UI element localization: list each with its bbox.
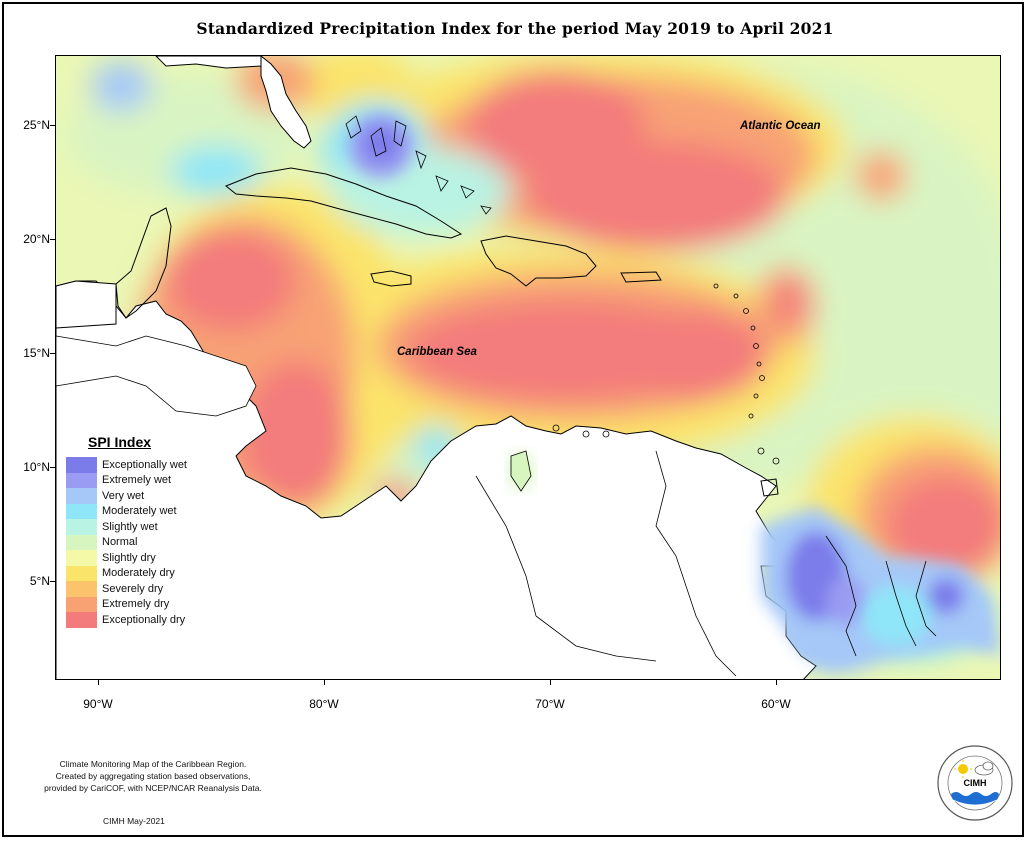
lat-tick-label: 10°N (23, 460, 50, 474)
legend-label: Extremely wet (102, 474, 172, 487)
lon-tick-mark (550, 680, 551, 685)
cimh-logo: CIMH (936, 744, 1014, 822)
legend-label: Normal (102, 536, 138, 549)
legend-item: Moderately dry (58, 565, 208, 581)
lat-tick-mark (50, 581, 55, 582)
lat-tick-mark (50, 239, 55, 240)
footer-line: Climate Monitoring Map of the Caribbean … (59, 759, 247, 769)
legend-item: Extremely wet (58, 472, 208, 488)
legend-item: Slightly wet (58, 519, 208, 535)
legend-label: Extremely dry (102, 598, 170, 611)
spi-map (55, 55, 1001, 680)
bahamas-islands (345, 115, 492, 215)
spi-map-canvas (56, 56, 1000, 679)
hispaniola-outline (480, 235, 597, 287)
legend-label: Moderately wet (102, 505, 177, 518)
legend-swatch (66, 581, 97, 597)
lat-tick-label: 15°N (23, 346, 50, 360)
cloud-icon (974, 761, 994, 776)
legend-label: Exceptionally wet (102, 458, 187, 471)
guiana-borders (475, 450, 937, 677)
legend-label: Slightly wet (102, 520, 158, 533)
legend-item: Slightly dry (58, 550, 208, 566)
lon-tick-label: 90°W (83, 697, 113, 711)
legend-swatch (66, 534, 97, 550)
lat-tick-mark (50, 467, 55, 468)
map-footer: Climate Monitoring Map of the Caribbean … (38, 758, 268, 794)
legend-title: SPI Index (88, 434, 152, 450)
lon-tick-mark (324, 680, 325, 685)
cimh-logo-graphic: CIMH (937, 745, 1013, 821)
legend-item: Severely dry (58, 581, 208, 597)
lon-tick-label: 60°W (761, 697, 791, 711)
legend-rows: Exceptionally wet Extremely wet Very wet Mo… (58, 457, 208, 628)
legend-label: Very wet (102, 489, 145, 502)
legend-swatch (66, 565, 97, 581)
legend-item: Exceptionally dry (58, 612, 208, 628)
legend-swatch (66, 457, 97, 473)
footer-date: CIMH May-2021 (103, 816, 165, 826)
atlantic-ocean-label: Atlantic Ocean (740, 120, 821, 132)
map-title: Standardized Precipitation Index for the… (196, 19, 834, 38)
caribbean-sea-label: Caribbean Sea (397, 346, 477, 358)
legend-label: Severely dry (102, 582, 164, 595)
florida-land (260, 56, 312, 149)
legend-item: Moderately wet (58, 503, 208, 519)
cuba-outline (225, 167, 463, 239)
lat-tick-label: 25°N (23, 118, 50, 132)
legend-swatch (66, 488, 97, 504)
lat-tick-mark (50, 353, 55, 354)
lat-tick-label: 5°N (29, 574, 50, 588)
water-waves-icon (951, 792, 999, 806)
legend-label: Exceptionally dry (102, 613, 186, 626)
legend-swatch (66, 596, 97, 612)
legend-swatch (66, 472, 97, 488)
legend-item: Exceptionally wet (58, 457, 208, 473)
legend-item: Extremely dry (58, 596, 208, 612)
legend-item: Very wet (58, 488, 208, 504)
legend-label: Moderately dry (102, 567, 175, 580)
lon-tick-label: 70°W (535, 697, 565, 711)
legend-swatch (66, 519, 97, 535)
legend-swatch (66, 550, 97, 566)
legend-item: Normal (58, 534, 208, 550)
lat-tick-mark (50, 125, 55, 126)
spi-legend: SPI Index Exceptionally wet Extremely wet… (58, 434, 208, 628)
footer-line: provided by CariCOF, with NCEP/NCAR Rean… (44, 783, 262, 793)
lon-tick-mark (776, 680, 777, 685)
lat-tick-label: 20°N (23, 232, 50, 246)
legend-swatch (66, 612, 97, 628)
legend-swatch (66, 503, 97, 519)
lon-tick-mark (98, 680, 99, 685)
lon-tick-label: 80°W (309, 697, 339, 711)
logo-text: CIMH (964, 778, 987, 788)
legend-label: Slightly dry (102, 551, 156, 564)
sun-icon (954, 760, 972, 778)
footer-line: Created by aggregating station based obs… (55, 771, 251, 781)
